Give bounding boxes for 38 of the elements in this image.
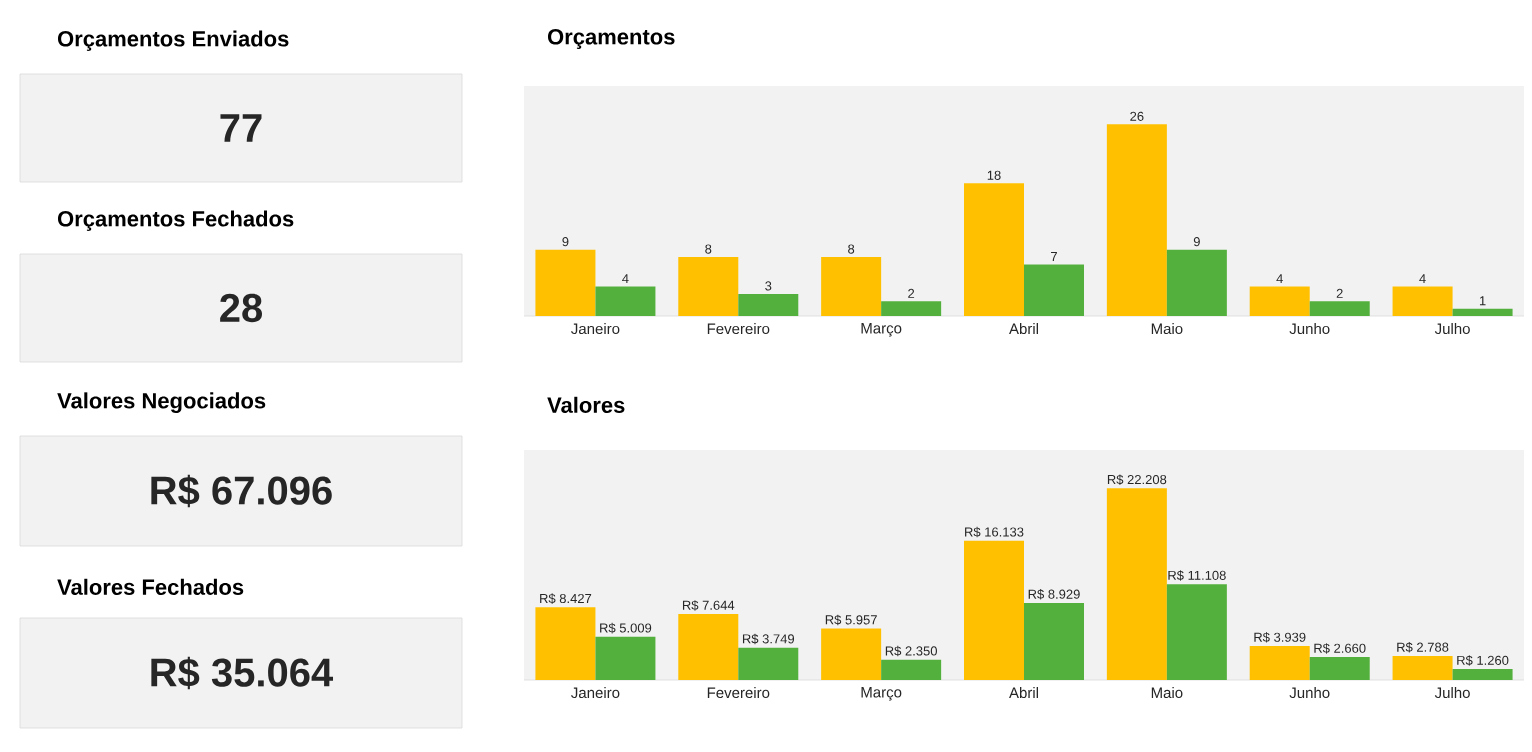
- bar: [821, 257, 882, 316]
- bar: [821, 628, 882, 680]
- text: R$ 35.064: [151, 656, 334, 690]
- text: Valores Negociados: [57, 392, 266, 413]
- chart-title: Valores: [547, 396, 625, 413]
- bar: [1452, 669, 1513, 680]
- bar: [678, 614, 739, 680]
- bar: [1392, 655, 1453, 680]
- bar: [1166, 584, 1227, 680]
- text: 77: [220, 114, 262, 142]
- bar: [1024, 264, 1084, 316]
- text: R$ 67.096: [151, 474, 332, 508]
- bar: [738, 293, 799, 316]
- bar: [1249, 646, 1310, 680]
- bar: [1309, 301, 1370, 316]
- bar: [1392, 286, 1453, 316]
- chart-title: Orçamentos: [547, 29, 675, 49]
- bar: [1024, 602, 1084, 680]
- bar: [1106, 488, 1167, 680]
- text: Orçamentos Fechados: [57, 210, 294, 231]
- bar: [1452, 308, 1513, 316]
- bar: [535, 607, 596, 680]
- bar: [595, 636, 656, 680]
- bar: [964, 540, 1024, 680]
- text: Orçamentos Enviados: [57, 30, 289, 51]
- bar: [738, 647, 799, 680]
- bar: [964, 183, 1024, 316]
- bar: [678, 257, 739, 316]
- bar: [595, 286, 656, 316]
- bar: [535, 249, 596, 316]
- bar: [1166, 249, 1227, 316]
- bar: [1309, 657, 1370, 680]
- text: 28: [220, 293, 263, 323]
- bar: [881, 301, 942, 316]
- bar: [1249, 286, 1310, 316]
- bar: [881, 659, 942, 680]
- text: Valores Fechados: [57, 578, 244, 595]
- bar: [1106, 124, 1167, 316]
